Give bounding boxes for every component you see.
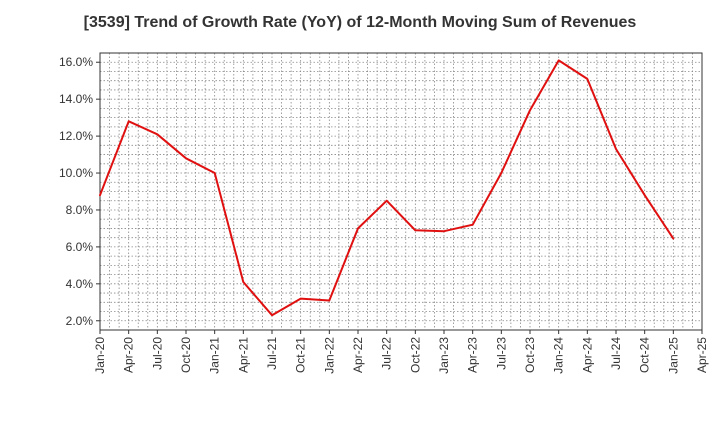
series-line bbox=[99, 59, 675, 317]
y-tick-label: 12.0% bbox=[59, 129, 93, 143]
x-tick-label: Apr-22 bbox=[351, 337, 365, 373]
x-tick-label: Oct-24 bbox=[638, 337, 652, 373]
x-tick-label: Jan-25 bbox=[666, 337, 680, 374]
y-tick-label: 14.0% bbox=[59, 92, 93, 106]
x-tick-label: Apr-23 bbox=[466, 337, 480, 373]
y-tick-label: 4.0% bbox=[66, 277, 94, 291]
chart-axes bbox=[99, 52, 703, 331]
y-tick-label: 2.0% bbox=[66, 314, 94, 328]
y-tick-label: 16.0% bbox=[59, 55, 93, 69]
y-axis-ticks: 2.0% 4.0% 6.0% 8.0% 10.0% 12.0% 14.0% 16.0% bbox=[59, 55, 100, 328]
x-tick-label: Jan-22 bbox=[322, 337, 336, 374]
x-tick-label: Apr-25 bbox=[695, 337, 709, 373]
x-tick-label: Apr-20 bbox=[122, 337, 136, 373]
x-tick-label: Apr-24 bbox=[580, 337, 594, 373]
x-tick-label: Jan-23 bbox=[437, 337, 451, 374]
x-tick-label: Oct-20 bbox=[179, 337, 193, 373]
x-tick-label: Oct-23 bbox=[523, 337, 537, 373]
y-tick-label: 6.0% bbox=[66, 240, 94, 254]
x-axis-ticks: Jan-20 Apr-20 Jul-20 Oct-20 Jan-21 Apr-21 Jul-… bbox=[93, 330, 709, 374]
x-tick-label: Apr-21 bbox=[236, 337, 250, 373]
grid-lines bbox=[100, 52, 702, 331]
x-tick-label: Jul-21 bbox=[265, 337, 279, 370]
x-tick-label: Jul-24 bbox=[609, 337, 623, 370]
x-tick-label: Jul-22 bbox=[380, 337, 394, 370]
y-tick-label: 8.0% bbox=[66, 203, 94, 217]
x-tick-label: Jan-24 bbox=[552, 337, 566, 374]
x-tick-label: Oct-22 bbox=[408, 337, 422, 373]
x-tick-label: Jan-20 bbox=[93, 337, 107, 374]
chart-title: [3539] Trend of Growth Rate (YoY) of 12-… bbox=[83, 14, 637, 31]
series-layer bbox=[99, 59, 675, 317]
plot-frame bbox=[99, 52, 703, 331]
x-tick-label: Jul-20 bbox=[150, 337, 164, 370]
x-tick-label: Jan-21 bbox=[208, 337, 222, 374]
x-tick-label: Jul-23 bbox=[494, 337, 508, 370]
y-tick-label: 10.0% bbox=[59, 166, 93, 180]
x-tick-label: Oct-21 bbox=[294, 337, 308, 373]
